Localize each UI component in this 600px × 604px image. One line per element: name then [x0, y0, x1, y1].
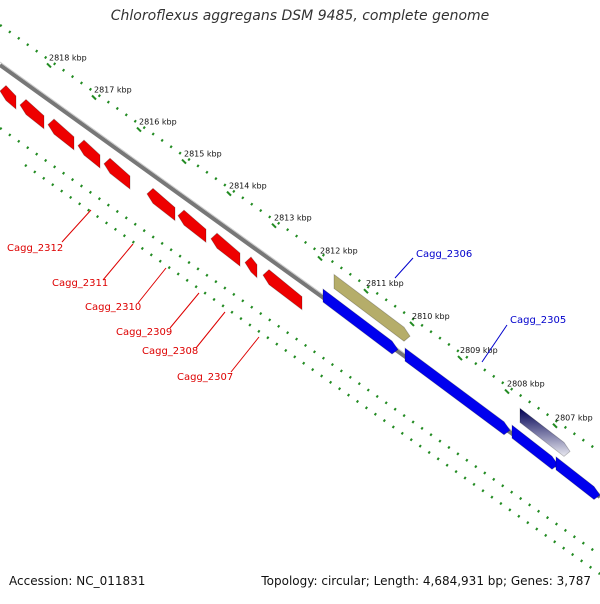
ruler-tick	[136, 126, 142, 133]
ruler-tick	[504, 388, 510, 395]
accession-info: Accession: NC_011831	[9, 574, 145, 588]
gene-leader-line	[230, 336, 260, 373]
ruler-tick	[317, 255, 323, 262]
ruler-tick	[457, 355, 463, 361]
gene-leader-line	[195, 311, 226, 349]
ruler-tick-label: 2814 kbp	[229, 182, 267, 191]
genome-title: Chloroflexus aggregans DSM 9485, complet…	[110, 8, 490, 24]
accession-label: Accession:	[9, 574, 73, 588]
ruler-tick	[409, 321, 415, 327]
ruler-tick-label: 2811 kbp	[366, 279, 404, 288]
ruler-line-outer	[0, 23, 600, 454]
ruler-tick-label: 2818 kbp	[49, 53, 87, 62]
ruler-tick	[552, 423, 558, 429]
gene-label: Cagg_2311	[52, 278, 108, 289]
ruler-tick-label: 2816 kbp	[139, 118, 177, 127]
reverse-gene-block	[244, 256, 258, 279]
ruler-tick-label: 2809 kbp	[460, 346, 498, 355]
ruler-tick-label: 2813 kbp	[274, 214, 312, 223]
ruler-tick-label: 2810 kbp	[412, 312, 450, 321]
forward-gene-block	[404, 347, 511, 436]
topology-info: Topology: circular; Length: 4,684,931 bp…	[261, 574, 591, 588]
gene-leader-line	[61, 209, 92, 243]
gene-label: Cagg_2306	[416, 249, 472, 260]
gene-leader-line	[481, 324, 508, 363]
reverse-gene-block	[0, 84, 17, 110]
ruler-tick-label: 2812 kbp	[320, 246, 358, 255]
ruler-line-inner-lower	[24, 163, 600, 576]
forward-gene-block	[322, 288, 399, 355]
dark-gene-block	[519, 407, 571, 457]
reverse-gene-block	[262, 269, 303, 311]
ruler-tick	[91, 94, 97, 101]
forward-gene-block	[511, 424, 559, 470]
ruler-tick-label: 2807 kbp	[555, 414, 593, 423]
reverse-gene-block	[103, 157, 131, 190]
reverse-gene-block	[177, 209, 207, 244]
ruler-tick-label: 2815 kbp	[184, 150, 222, 159]
reverse-gene-block	[47, 118, 75, 151]
accession-value: NC_011831	[76, 574, 146, 588]
ruler-tick	[271, 222, 277, 229]
gene-label: Cagg_2305	[510, 315, 566, 326]
gene-leader-line	[102, 243, 134, 281]
ruler-tick	[226, 190, 232, 197]
highlight-gene-block	[333, 273, 411, 342]
gene-label: Cagg_2310	[85, 302, 141, 313]
gene-label: Cagg_2307	[177, 372, 233, 383]
forward-gene-block	[555, 456, 600, 501]
ruler-tick	[363, 288, 369, 294]
reverse-gene-block	[210, 232, 241, 267]
ruler-tick	[181, 158, 187, 165]
reverse-gene-block	[19, 98, 45, 130]
gene-label: Cagg_2312	[7, 243, 63, 254]
reverse-gene-block	[77, 139, 101, 169]
gene-label: Cagg_2308	[142, 346, 198, 357]
gene-leader-line	[137, 267, 167, 304]
ruler-tick	[46, 62, 52, 69]
gene-leader-line	[394, 257, 414, 279]
ruler-line-inner	[0, 126, 600, 557]
ruler-tick-label: 2808 kbp	[507, 380, 545, 389]
gene-leader-line	[169, 292, 200, 329]
reverse-gene-block	[146, 187, 176, 222]
gene-label: Cagg_2309	[116, 327, 172, 338]
ruler-tick-label: 2817 kbp	[94, 86, 132, 95]
